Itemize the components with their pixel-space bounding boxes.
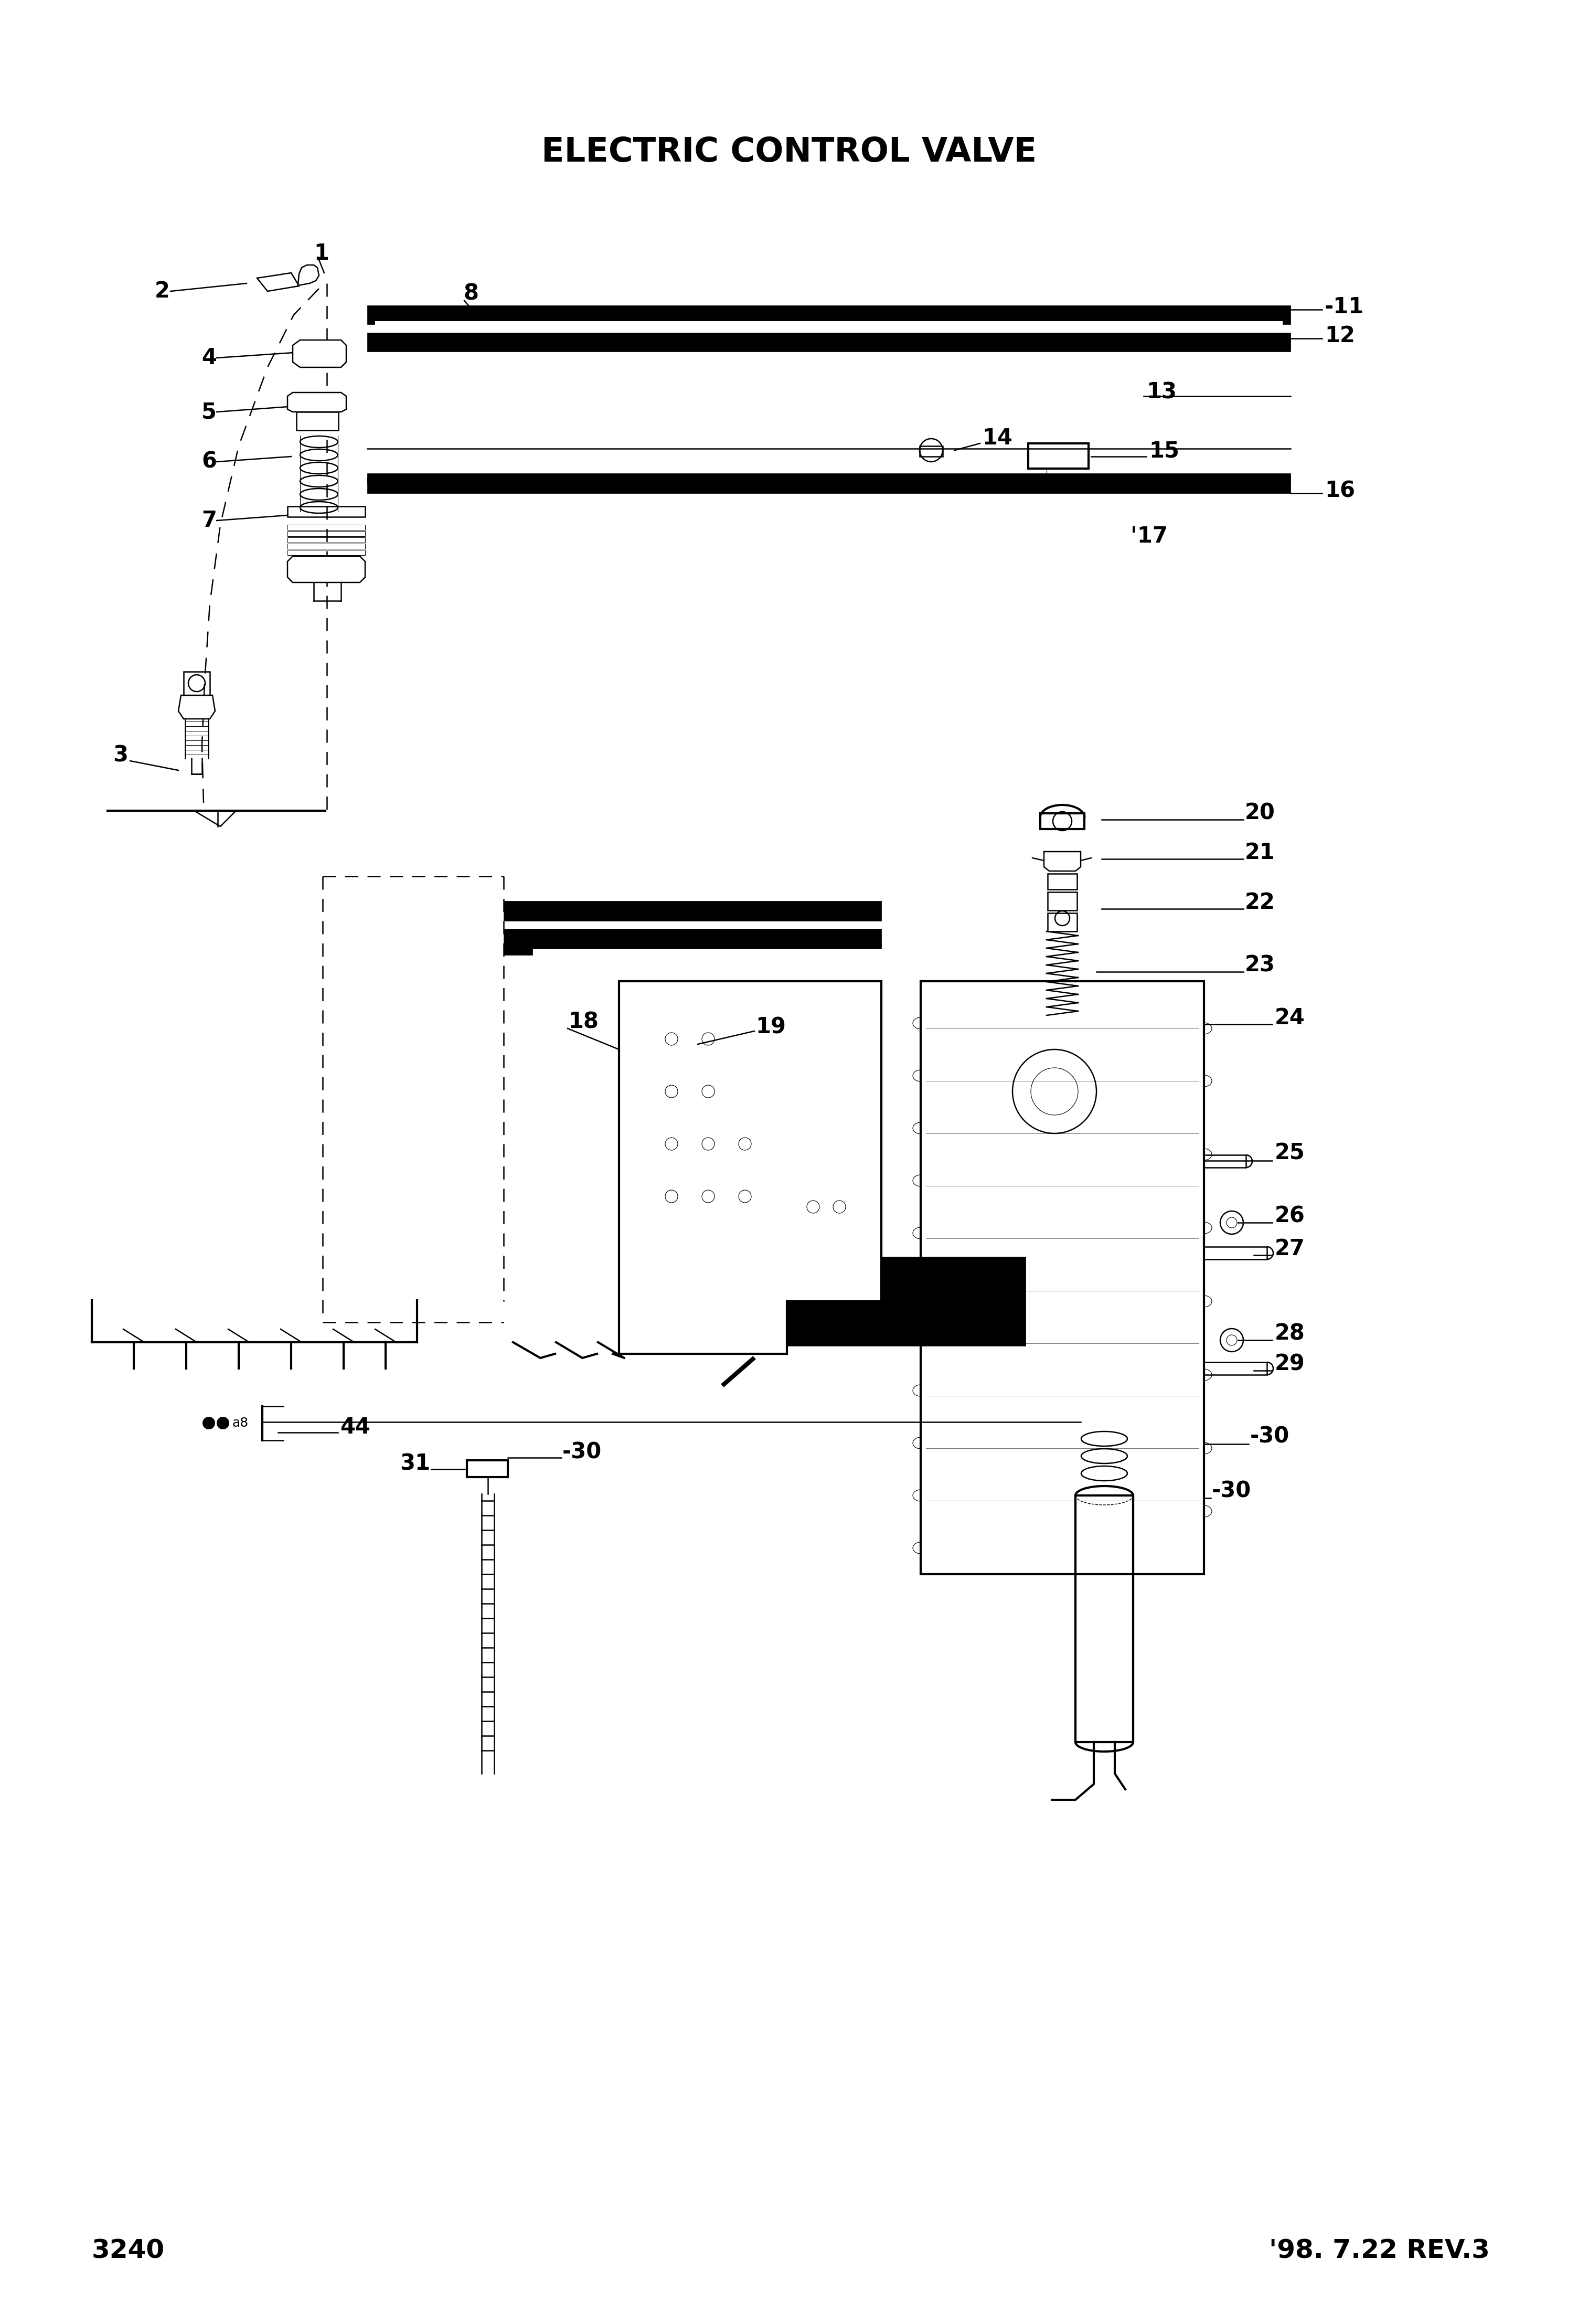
Text: 27: 27 (1275, 1239, 1305, 1260)
Bar (368, 474, 1291, 483)
Bar (920, 981, 1204, 1573)
Polygon shape (257, 272, 298, 290)
Bar (882, 1257, 1026, 1301)
Polygon shape (287, 555, 365, 583)
Text: 3240: 3240 (92, 2238, 164, 2264)
Text: 5: 5 (202, 400, 216, 423)
Bar (287, 551, 365, 555)
Polygon shape (294, 339, 346, 367)
Bar (183, 672, 210, 695)
Text: 29: 29 (1275, 1353, 1305, 1376)
Text: 18: 18 (568, 1011, 598, 1034)
Polygon shape (178, 695, 215, 718)
Polygon shape (619, 981, 882, 1355)
Bar (503, 902, 882, 920)
Text: 28: 28 (1275, 1322, 1305, 1346)
Text: 6: 6 (202, 451, 216, 472)
Text: 3: 3 (112, 744, 128, 767)
Text: 44: 44 (339, 1415, 371, 1439)
Bar (1076, 1494, 1133, 1743)
Text: 8: 8 (464, 284, 478, 304)
Bar (467, 1459, 508, 1478)
Text: 2: 2 (155, 281, 170, 302)
Bar (376, 321, 1283, 330)
Bar (287, 507, 365, 516)
Text: 19: 19 (756, 1016, 786, 1039)
Text: 12: 12 (1324, 325, 1356, 346)
Bar (1048, 913, 1078, 932)
Bar (1204, 1362, 1267, 1376)
Text: 4: 4 (202, 346, 216, 370)
Bar (287, 525, 365, 530)
Text: '98. 7.22 REV.3: '98. 7.22 REV.3 (1269, 2238, 1490, 2264)
Text: 31: 31 (399, 1452, 431, 1476)
Bar (787, 1301, 1026, 1346)
Text: -30: -30 (562, 1441, 601, 1464)
Bar (503, 930, 882, 948)
Polygon shape (297, 411, 338, 430)
Bar (1048, 892, 1078, 911)
Bar (1040, 813, 1084, 830)
Text: 21: 21 (1245, 841, 1275, 865)
Bar (368, 332, 1291, 351)
Text: 13: 13 (1146, 381, 1177, 404)
Text: 22: 22 (1245, 892, 1275, 913)
Polygon shape (1045, 851, 1081, 872)
Polygon shape (298, 265, 319, 286)
Bar (1204, 1155, 1247, 1167)
Bar (368, 304, 1291, 325)
Bar (287, 530, 365, 537)
Text: 20: 20 (1245, 802, 1275, 825)
Polygon shape (287, 393, 346, 411)
Bar (1029, 444, 1089, 469)
Text: 23: 23 (1245, 955, 1275, 976)
Text: 16: 16 (1324, 479, 1356, 502)
Text: 14: 14 (982, 428, 1013, 449)
Text: ELECTRIC CONTROL VALVE: ELECTRIC CONTROL VALVE (541, 135, 1037, 167)
Text: 7: 7 (202, 509, 216, 532)
Bar (1204, 1246, 1267, 1260)
Bar (287, 537, 365, 541)
Text: 26: 26 (1275, 1206, 1305, 1227)
Bar (503, 948, 532, 955)
Bar (503, 906, 532, 916)
Text: 15: 15 (1149, 439, 1179, 462)
Text: -30: -30 (1212, 1480, 1251, 1501)
Bar (1048, 874, 1078, 890)
Circle shape (216, 1418, 229, 1429)
Text: 24: 24 (1275, 1006, 1305, 1030)
Text: 1: 1 (314, 242, 328, 265)
Circle shape (202, 1418, 215, 1429)
Text: -30: -30 (1250, 1425, 1289, 1448)
Text: '17: '17 (1130, 525, 1168, 546)
Text: -11: -11 (1324, 295, 1363, 318)
Bar (368, 476, 1291, 493)
Text: 25: 25 (1275, 1143, 1305, 1164)
Text: a8: a8 (232, 1418, 248, 1429)
Bar (920, 446, 942, 456)
Bar (287, 544, 365, 548)
